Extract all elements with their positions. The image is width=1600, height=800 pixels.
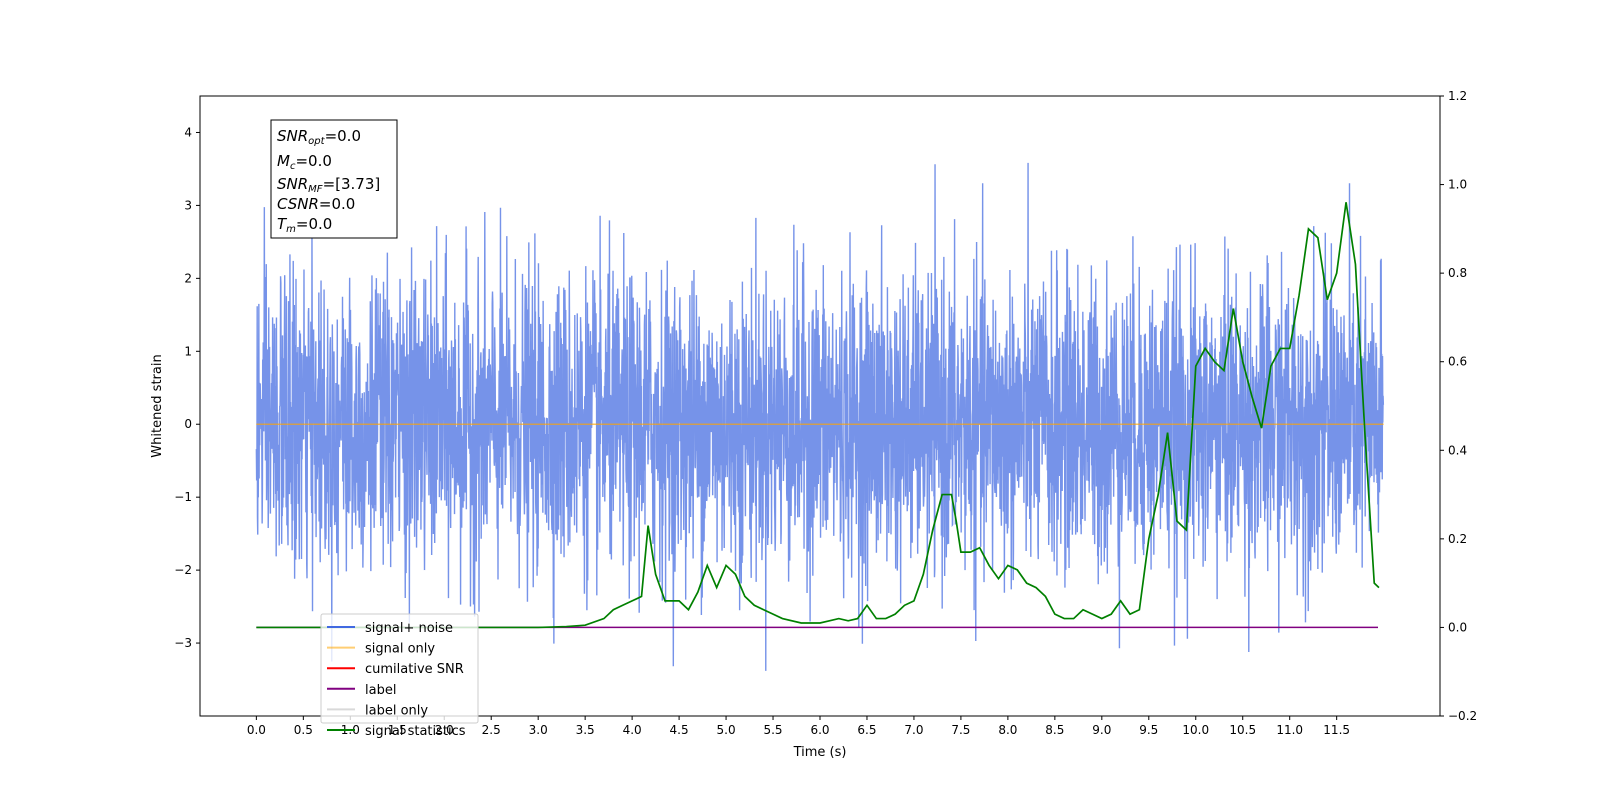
annotation-line: SNRopt=0.0: [277, 127, 361, 147]
legend-label: signal statistics: [365, 724, 466, 739]
x-tick-label: 3.5: [576, 723, 595, 737]
x-tick-label: 6.0: [810, 723, 829, 737]
right-tick-label: 0.8: [1448, 266, 1467, 280]
x-tick-label: 7.0: [904, 723, 923, 737]
x-tick-label: 8.0: [998, 723, 1017, 737]
y-tick-label: 2: [184, 271, 192, 285]
x-axis-ticks: 0.0 0.5 1.0 1.5 2.0 2.5 3.0 3.5 4.0 4.5 5.0 5.5 6.0 6…: [247, 716, 1350, 737]
y-tick-label: −3: [174, 636, 192, 650]
x-tick-label: 11.0: [1276, 723, 1303, 737]
y-tick-label: 3: [184, 198, 192, 212]
x-tick-label: 6.5: [857, 723, 876, 737]
right-tick-label: −0.2: [1448, 709, 1477, 723]
legend: signal+ noise signal only cumilative SNR la…: [320, 613, 479, 739]
x-tick-label: 9.0: [1092, 723, 1111, 737]
x-tick-label: 9.5: [1139, 723, 1158, 737]
x-tick-label: 1.5: [388, 723, 407, 737]
y-tick-label: 1: [184, 344, 192, 358]
annotation-line: SNRMF=[3.73]: [277, 175, 380, 195]
x-axis-label: Time (s): [793, 745, 847, 760]
x-tick-label: 5.0: [717, 723, 736, 737]
y-tick-label: 0: [184, 417, 192, 431]
x-tick-label: 10.5: [1229, 723, 1256, 737]
y-tick-label: 4: [184, 125, 192, 139]
annotation-line: CSNR=0.0: [277, 195, 355, 213]
legend-label: cumilative SNR: [365, 662, 464, 677]
x-tick-label: 0.0: [247, 723, 266, 737]
x-tick-label: 10.0: [1182, 723, 1209, 737]
y-axis-label: Whitened strain: [150, 354, 165, 457]
x-tick-label: 2.5: [482, 723, 501, 737]
right-axis-ticks: −0.2 0.0 0.2 0.4 0.6 0.8 1.0 1.2: [1440, 89, 1477, 723]
right-tick-label: 0.6: [1448, 355, 1467, 369]
series-line-signal-statistics: [256, 202, 1380, 629]
annotation-line: Tm=0.0: [277, 215, 332, 235]
annotation-line: Mc=0.0: [277, 152, 332, 172]
x-tick-label: 7.5: [951, 723, 970, 737]
y-tick-label: −2: [174, 563, 192, 577]
right-tick-label: 0.0: [1448, 620, 1467, 634]
right-tick-label: 1.2: [1448, 89, 1467, 103]
right-tick-label: 1.0: [1448, 178, 1467, 192]
y-tick-label: −1: [174, 490, 192, 504]
right-tick-label: 0.4: [1448, 443, 1467, 457]
legend-label: signal only: [365, 642, 435, 657]
x-tick-label: 8.5: [1045, 723, 1064, 737]
annotation-box: SNRopt=0.0 Mc=0.0 SNRMF=[3.73]CSNR=0.0 Tm=0…: [270, 119, 398, 239]
x-tick-label: 3.0: [529, 723, 548, 737]
legend-label: signal+ noise: [365, 621, 453, 636]
x-tick-label: 5.5: [763, 723, 782, 737]
x-tick-label: 4.0: [623, 723, 642, 737]
right-tick-label: 0.2: [1448, 532, 1467, 546]
legend-label: label only: [365, 703, 428, 718]
legend-label: label: [365, 683, 396, 698]
x-tick-label: 4.5: [670, 723, 689, 737]
y-axis-ticks: −3 −2 −1 0 1 2 3 4: [174, 125, 200, 650]
x-tick-label: 2.0: [435, 723, 454, 737]
x-tick-label: 0.5: [294, 723, 313, 737]
x-tick-label: 11.5: [1323, 723, 1350, 737]
